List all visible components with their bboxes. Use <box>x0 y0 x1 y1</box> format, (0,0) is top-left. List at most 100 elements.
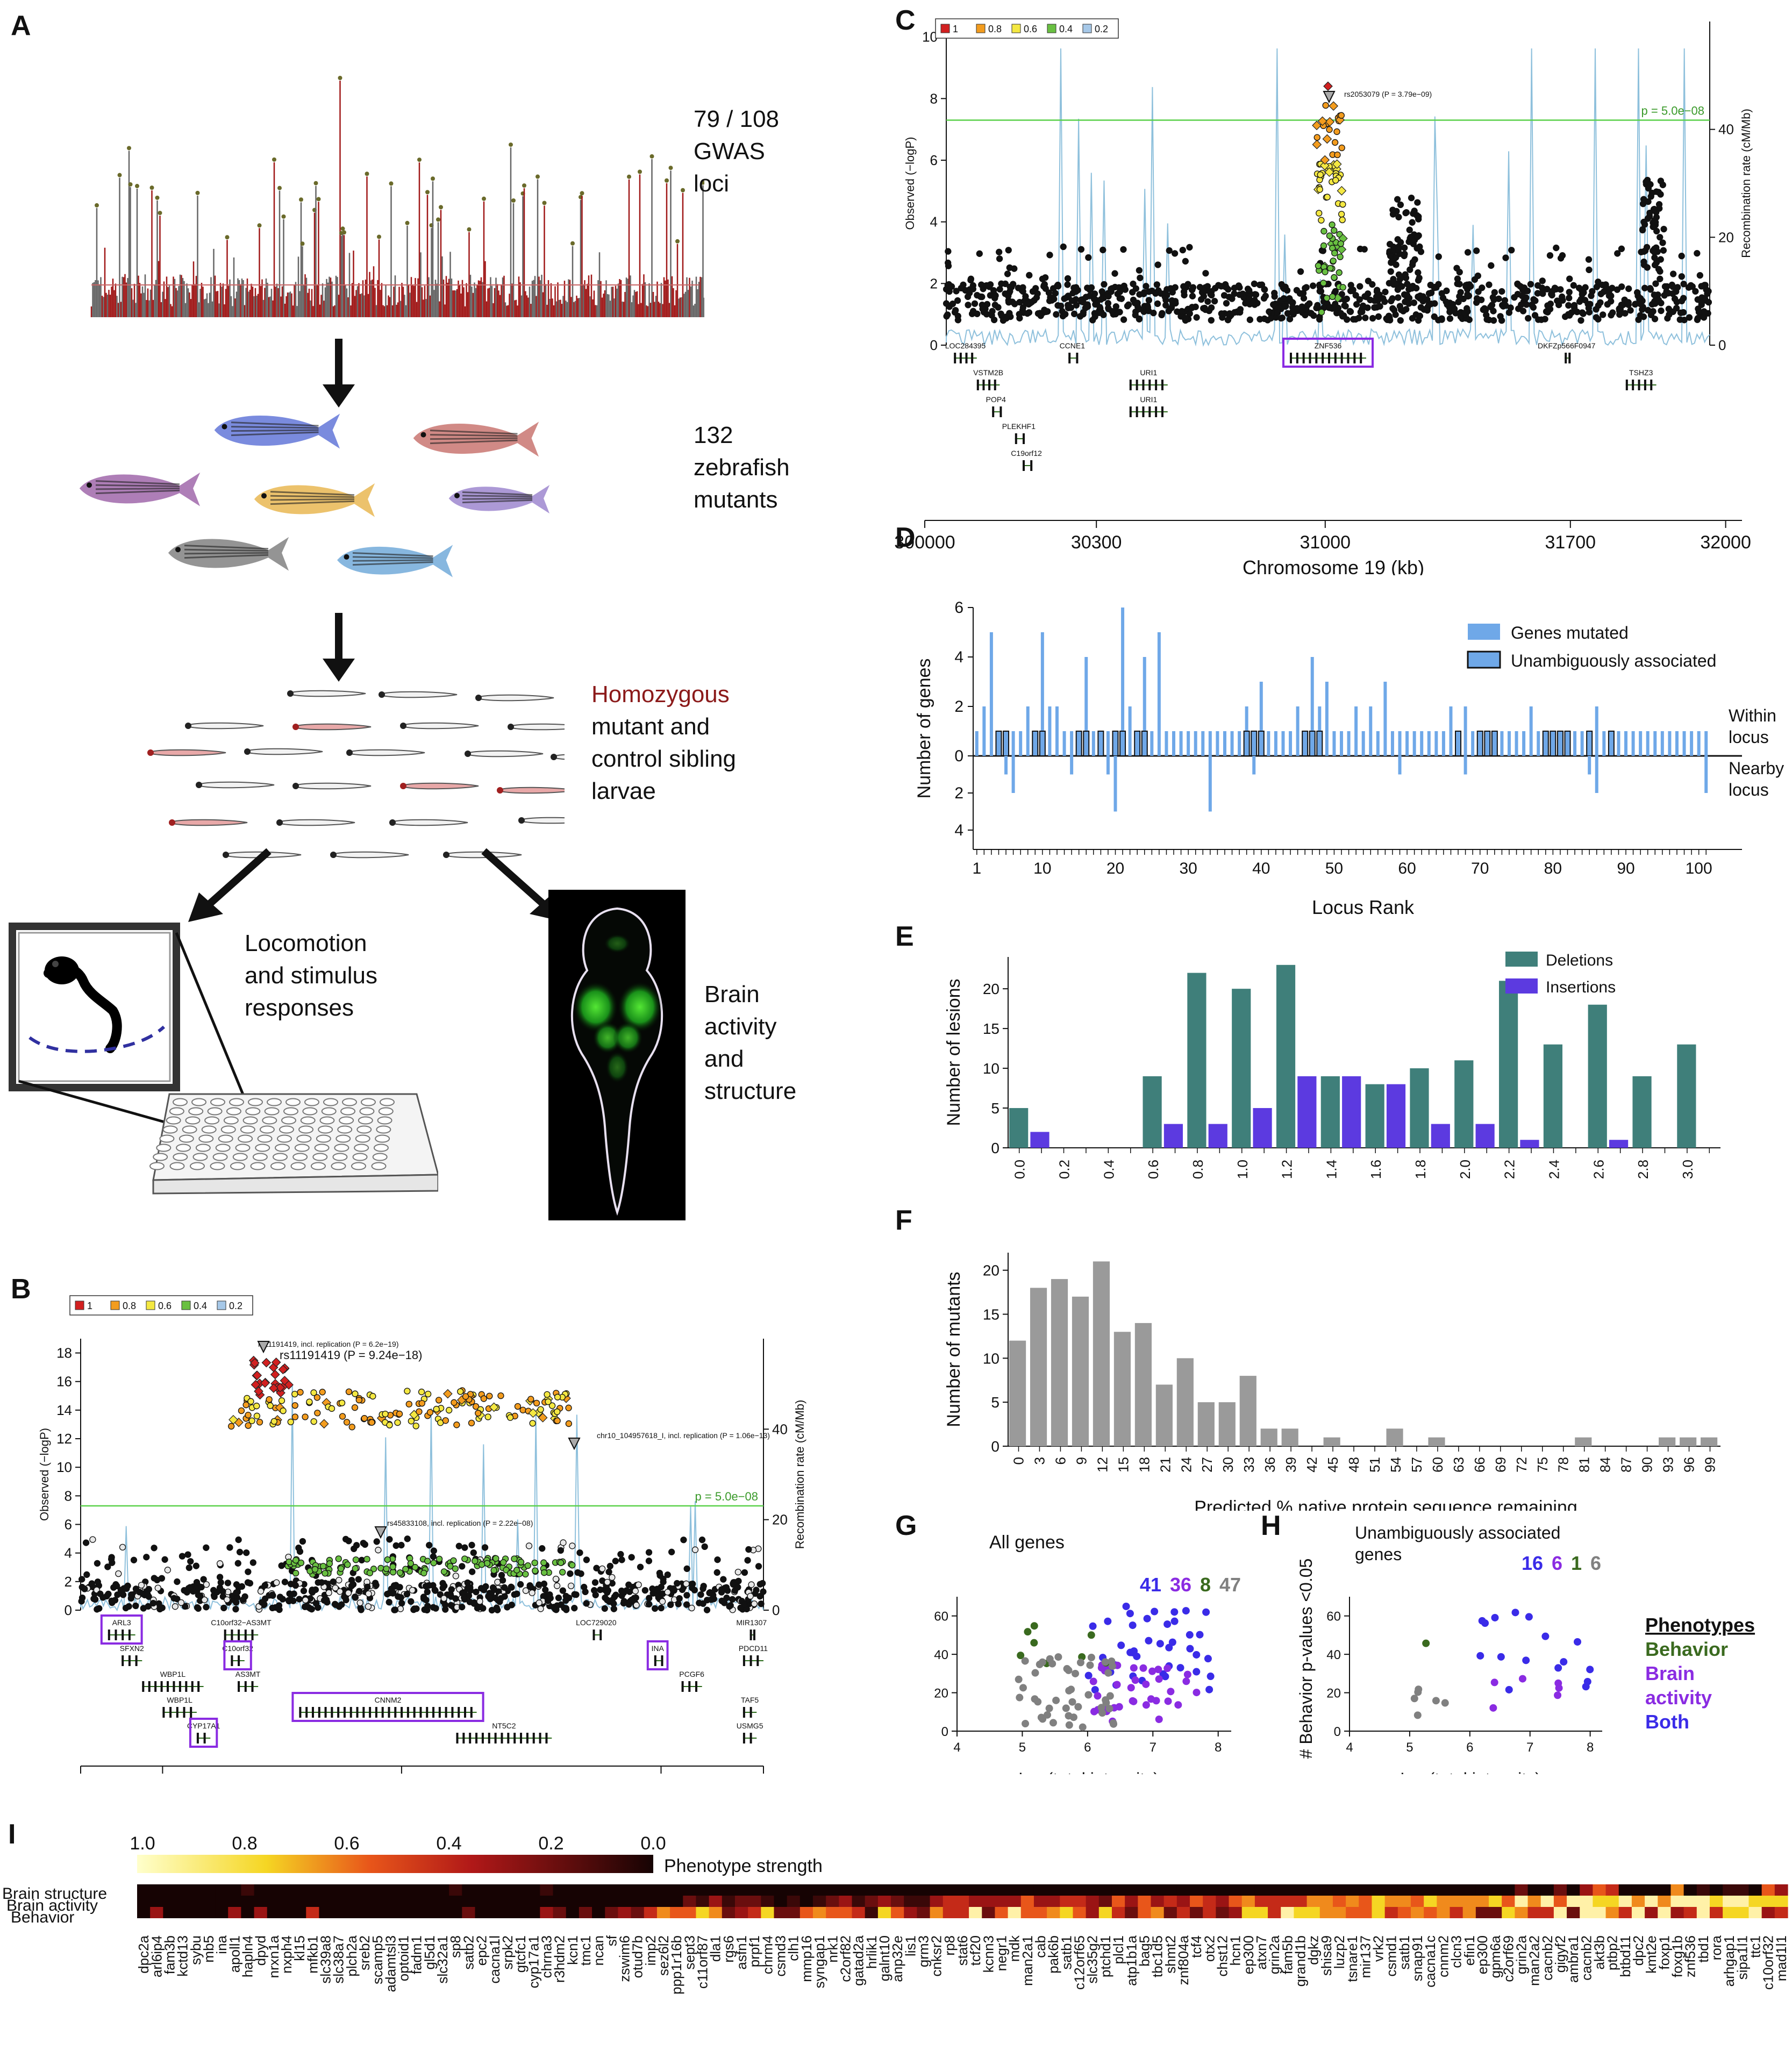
x-tick-label: 10 <box>1033 860 1051 877</box>
snp-point <box>497 1595 504 1602</box>
gene-label: clcn3 <box>1448 1935 1465 1968</box>
snp-point <box>396 1569 404 1576</box>
scatter-point <box>1127 1684 1135 1692</box>
snp-point <box>628 1554 635 1561</box>
heatmap-cell <box>1658 1907 1672 1918</box>
highlighted-gene-box <box>646 1640 669 1670</box>
gene-label: c11orf87 <box>695 1935 711 1989</box>
legend-label: 0.8 <box>988 24 1002 34</box>
heatmap-cell <box>592 1884 605 1896</box>
plate-well <box>335 1134 351 1143</box>
unambiguous-bar <box>1112 731 1119 756</box>
heatmap-row-label: Brain structure <box>2 1885 107 1903</box>
snp-point <box>1660 225 1667 233</box>
snp-point <box>1694 316 1701 323</box>
snp-point <box>478 1561 486 1568</box>
snp-point <box>1064 275 1072 282</box>
snp-point <box>291 1413 299 1420</box>
scatter-point <box>1106 1692 1114 1700</box>
zebrafish-label: zebrafish <box>694 454 790 481</box>
gene-label: cacnb2 <box>1578 1935 1594 1981</box>
heatmap-cell <box>683 1907 697 1918</box>
plate-well <box>240 1125 255 1134</box>
snp-point <box>1129 289 1136 296</box>
x-tick-label: 15 <box>1115 1457 1131 1473</box>
gene-label: ttc1 <box>1747 1935 1764 1958</box>
snp-point <box>403 1590 411 1598</box>
scatter-point <box>1186 1645 1194 1653</box>
snp-point <box>404 1535 411 1542</box>
plate-well <box>371 1162 387 1170</box>
snp-point <box>592 1591 599 1598</box>
legend-label: 0.2 <box>229 1300 242 1311</box>
genes-mutated-down-bar <box>1106 756 1110 775</box>
snp-point <box>211 1593 218 1600</box>
snp-point <box>571 1605 578 1612</box>
heatmap-cell <box>1359 1884 1373 1896</box>
gene-label: zswim6 <box>616 1935 632 1982</box>
plate-well <box>275 1144 290 1152</box>
gene-label: nxph4 <box>279 1935 295 1974</box>
heatmap-cell <box>1410 1907 1424 1918</box>
y-tick-label: 0 <box>991 1140 999 1156</box>
snp-marker <box>280 1376 290 1385</box>
scatter-point <box>1139 1664 1147 1672</box>
gene-label: tcf20 <box>967 1935 983 1966</box>
gene-label: luzp2 <box>1331 1935 1347 1969</box>
panel-label-h: H <box>1261 1510 1281 1541</box>
scatter-point <box>1555 1684 1563 1692</box>
unambiguous-bar <box>1097 731 1104 756</box>
snp-point <box>1004 270 1011 277</box>
gene-exon <box>128 1655 131 1666</box>
snp-point <box>645 1557 653 1564</box>
scatter-point <box>1017 1652 1025 1660</box>
gene-label: C19orf12 <box>1011 449 1042 458</box>
scatter-point <box>1159 1670 1167 1678</box>
gene-label: grin2a <box>1266 1935 1282 1974</box>
snp-point <box>537 1406 544 1413</box>
heatmap-cell <box>1774 1907 1788 1918</box>
highlighted-gene-box <box>1282 338 1374 368</box>
gene-label: stat6 <box>954 1935 970 1966</box>
snp-point <box>1381 298 1388 305</box>
snp-point <box>368 1419 375 1426</box>
scatter-point <box>1126 1610 1134 1618</box>
snp-point <box>560 1539 567 1546</box>
plate-well <box>192 1153 208 1161</box>
larva-icon <box>399 782 479 790</box>
heatmap-cell <box>1359 1896 1373 1907</box>
genes-mutated-bar <box>1026 706 1030 756</box>
fish-eye <box>222 424 227 430</box>
snp-point <box>744 1557 751 1564</box>
snp-point <box>1565 302 1572 309</box>
larva-icon <box>496 787 565 794</box>
snp-point <box>248 1417 255 1424</box>
genes-mutated-bar <box>1070 731 1074 756</box>
gene-label: sept3 <box>681 1935 697 1970</box>
gene-exon <box>749 1733 752 1743</box>
heatmap-cell <box>176 1884 190 1896</box>
snp-point <box>280 1407 287 1414</box>
manhattan-peak-marker <box>701 180 704 185</box>
zebrafish-icon <box>214 413 340 449</box>
snp-point <box>1376 303 1383 310</box>
snp-point <box>1479 284 1486 291</box>
snp-point <box>184 1551 191 1558</box>
snp-point <box>991 302 999 309</box>
snp-point <box>343 1419 351 1426</box>
plate-well <box>355 1134 370 1143</box>
heatmap-cell <box>1281 1896 1295 1907</box>
y-tick-label: 60 <box>934 1610 948 1624</box>
lead-snp-triangle <box>257 1341 270 1354</box>
snp-point <box>1424 296 1431 303</box>
heatmap-cell <box>1645 1896 1658 1907</box>
heatmap-cell <box>865 1896 879 1907</box>
gene-label: CNNM2 <box>375 1696 402 1704</box>
larva-body <box>147 749 226 756</box>
heatmap-cell <box>799 1907 813 1918</box>
fish-stripe <box>430 439 518 445</box>
snp-point <box>281 1578 289 1585</box>
snp-point <box>1011 301 1018 308</box>
snp-point <box>464 1579 471 1587</box>
